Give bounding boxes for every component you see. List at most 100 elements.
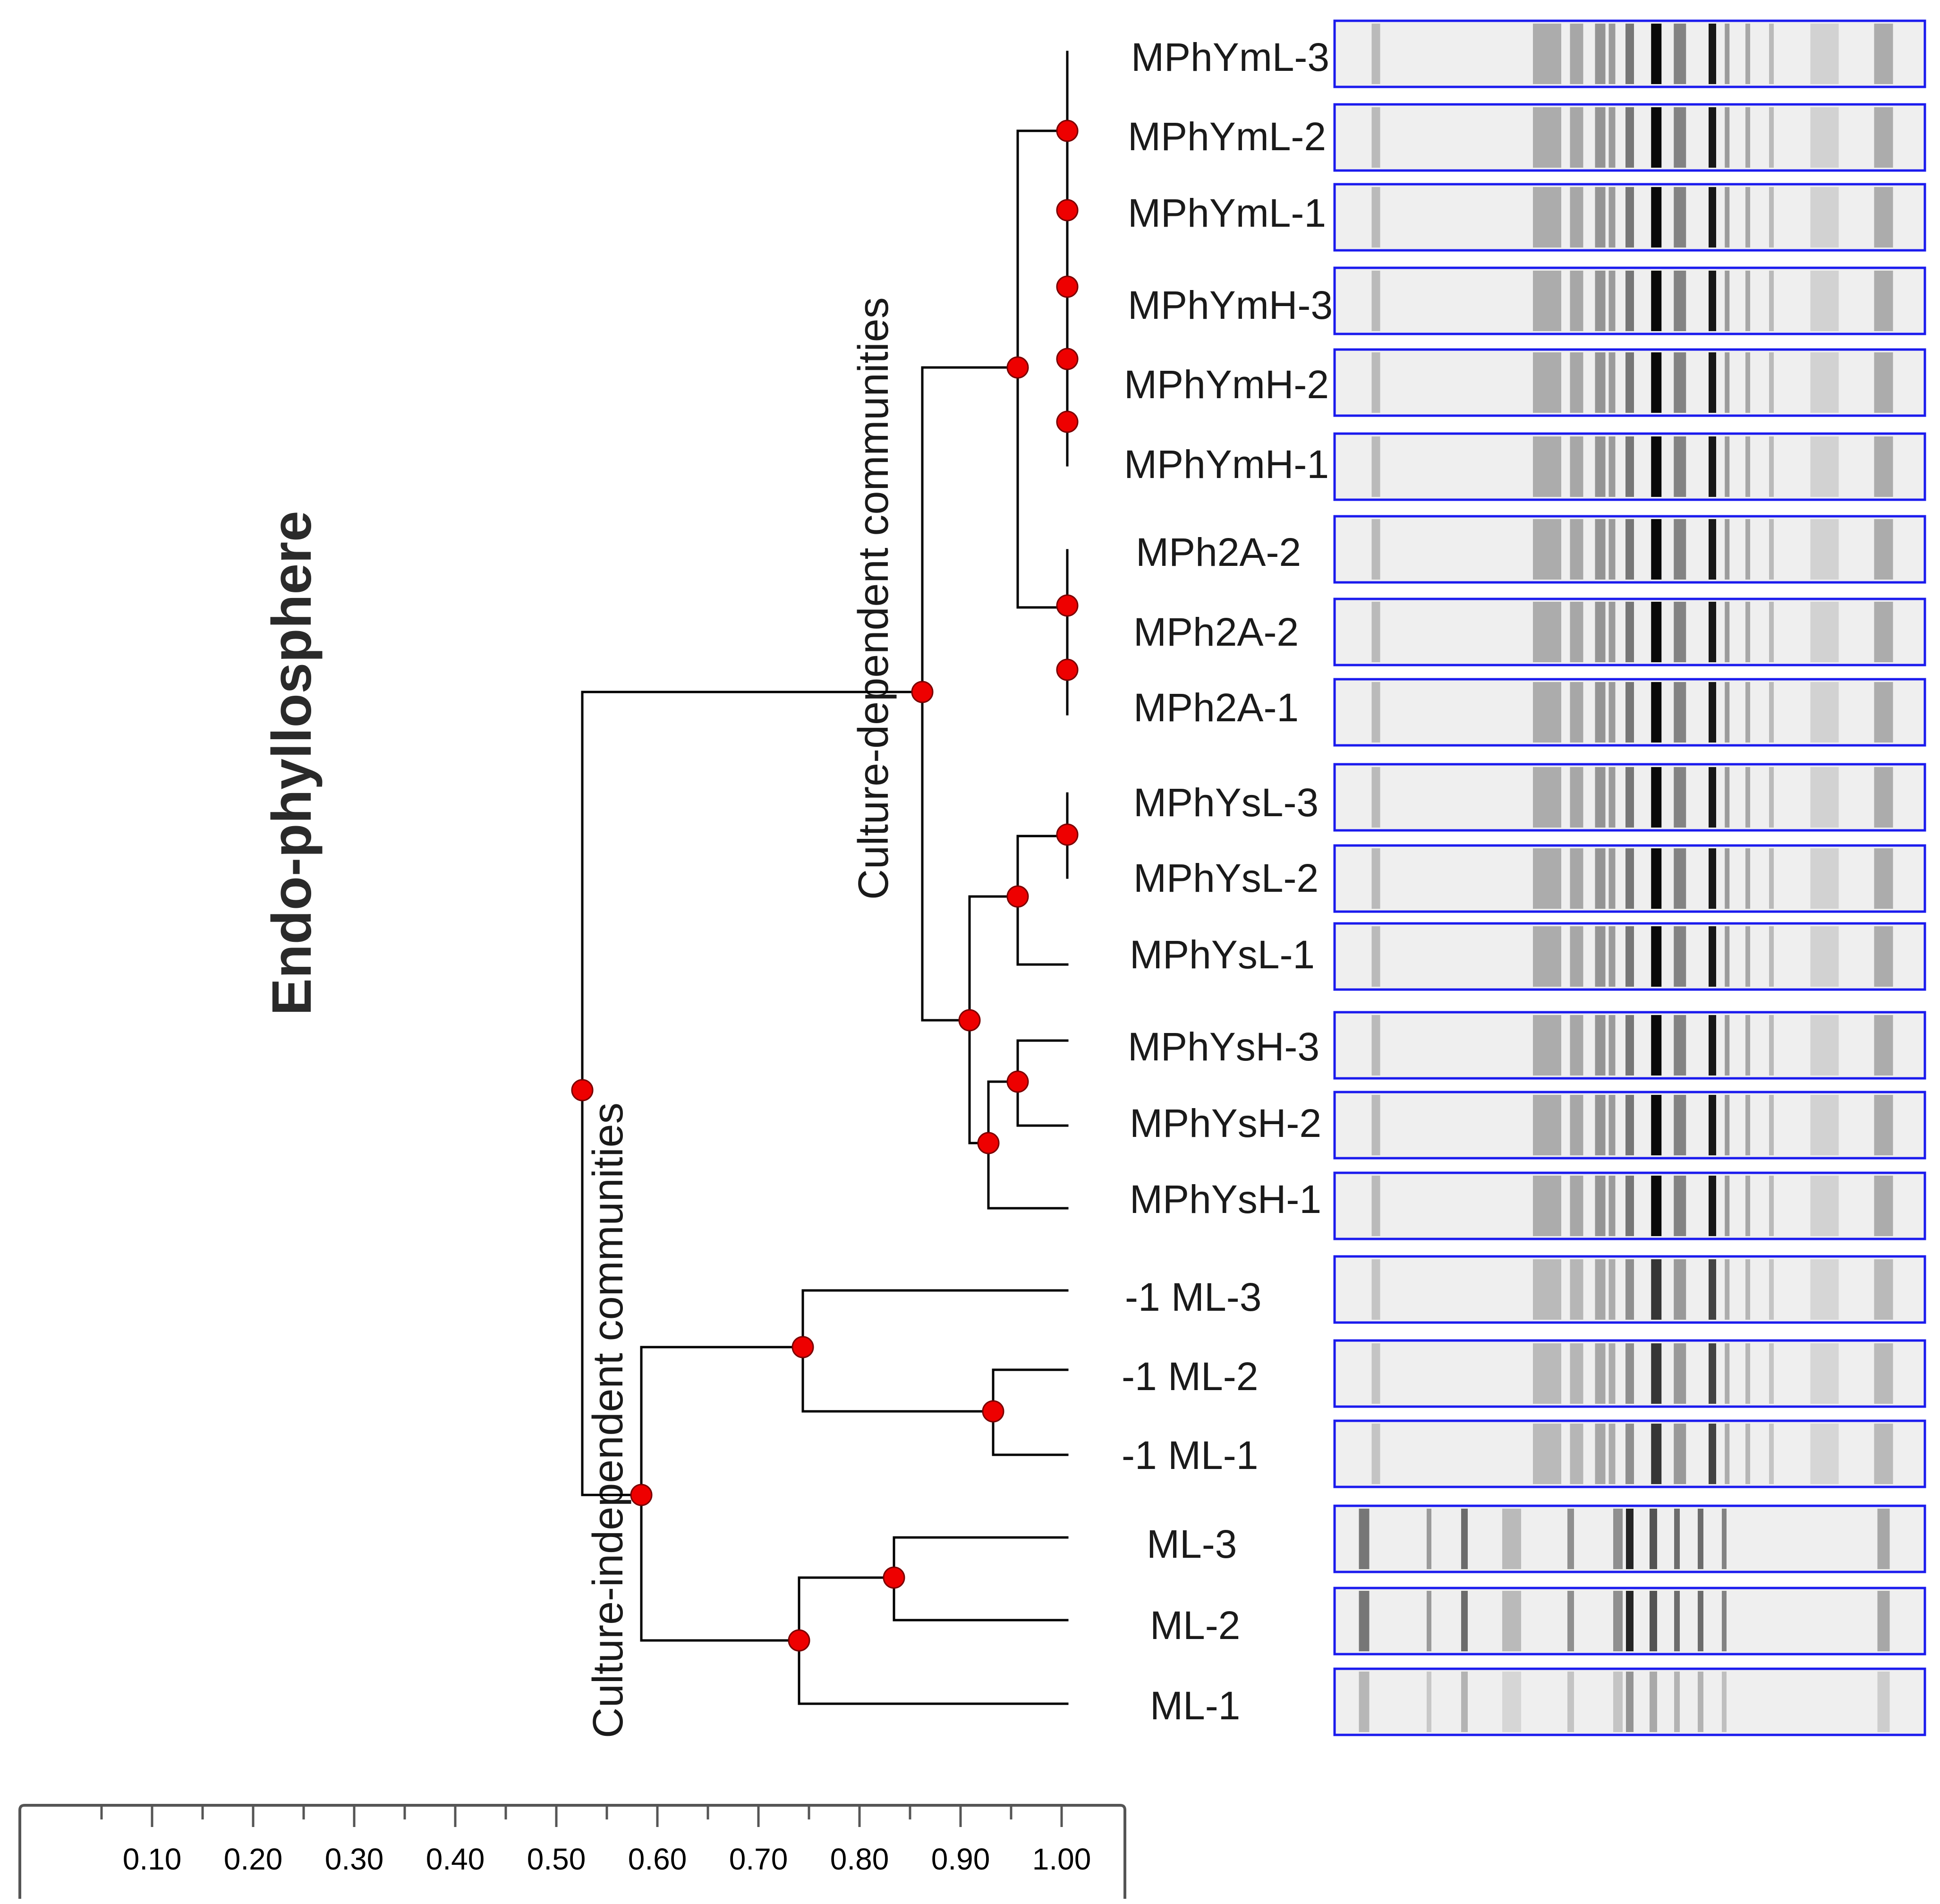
gel-band — [1651, 926, 1662, 987]
gel-band — [1461, 1672, 1468, 1732]
gel-lane — [1333, 1504, 1926, 1573]
gel-lane-frame — [1333, 678, 1926, 747]
gel-band — [1745, 352, 1750, 413]
gel-band — [1674, 926, 1686, 987]
node-marker — [791, 1336, 814, 1358]
gel-band — [1570, 271, 1583, 331]
gel-band — [1595, 682, 1606, 743]
gel-band — [1709, 1176, 1716, 1236]
gel-band — [1533, 24, 1561, 84]
gel-band — [1810, 1015, 1839, 1076]
gel-band — [1810, 519, 1839, 580]
sample-label: MPhYmH-3 — [1128, 283, 1333, 327]
gel-band — [1698, 1672, 1703, 1732]
gel-band — [1625, 682, 1634, 743]
gel-band — [1608, 1259, 1616, 1320]
gel-band — [1502, 1509, 1521, 1569]
gel-band — [1874, 1343, 1893, 1404]
gel-band — [1371, 1015, 1380, 1076]
gel-band — [1745, 187, 1750, 248]
gel-band — [1608, 1015, 1616, 1076]
gel-band — [1651, 1259, 1662, 1320]
gel-band — [1874, 519, 1893, 580]
gel-band — [1874, 107, 1893, 168]
gel-band — [1874, 24, 1893, 84]
node-marker — [1056, 120, 1079, 142]
gel-band — [1533, 436, 1561, 497]
gel-band — [1461, 1509, 1468, 1569]
gel-lane — [1333, 19, 1926, 88]
gel-band — [1570, 436, 1583, 497]
gel-band — [1570, 926, 1583, 987]
node-marker — [1056, 658, 1079, 681]
node-marker — [1056, 594, 1079, 617]
gel-lane-frame — [1333, 515, 1926, 584]
gel-band — [1651, 436, 1662, 497]
gel-band — [1874, 848, 1893, 909]
gel-band — [1608, 602, 1616, 662]
gel-band — [1570, 107, 1583, 168]
gel-band — [1810, 24, 1839, 84]
gel-band — [1608, 1095, 1616, 1155]
gel-lane — [1333, 183, 1926, 252]
gel-band — [1533, 1095, 1561, 1155]
gel-band — [1674, 767, 1686, 828]
gel-band — [1674, 1259, 1686, 1320]
gel-band — [1608, 519, 1616, 580]
gel-lane-frame — [1333, 266, 1926, 335]
gel-band — [1371, 519, 1380, 580]
gel-lane — [1333, 678, 1926, 747]
sample-label: MPh2A-1 — [1133, 685, 1299, 730]
gel-band — [1625, 187, 1634, 248]
gel-band — [1725, 24, 1730, 84]
gel-lane — [1333, 763, 1926, 832]
node-marker — [1056, 348, 1079, 370]
gel-lane — [1333, 1091, 1926, 1160]
gel-band — [1570, 352, 1583, 413]
scale-tick-label: 0.80 — [830, 1842, 889, 1876]
sample-label: MPh2A-2 — [1136, 530, 1301, 574]
gel-band — [1674, 1509, 1680, 1569]
gel-band — [1745, 1343, 1750, 1404]
gel-band — [1874, 602, 1893, 662]
gel-band — [1608, 1176, 1616, 1236]
gel-lane-frame — [1333, 103, 1926, 172]
gel-band — [1874, 1424, 1893, 1484]
gel-lane-frame — [1333, 1171, 1926, 1240]
sample-label: MPh2A-2 — [1133, 610, 1299, 654]
gel-lane-frame — [1333, 763, 1926, 832]
gel-lane — [1333, 844, 1926, 913]
sample-label: ML-2 — [1150, 1603, 1240, 1648]
gel-band — [1533, 682, 1561, 743]
gel-band — [1502, 1672, 1521, 1732]
gel-band — [1874, 926, 1893, 987]
gel-band — [1674, 1015, 1686, 1076]
gel-band — [1874, 682, 1893, 743]
gel-lanes — [1333, 19, 1926, 1736]
gel-band — [1613, 1509, 1623, 1569]
gel-band — [1810, 926, 1839, 987]
sample-label: -1 ML-1 — [1122, 1433, 1258, 1477]
gel-band — [1570, 1259, 1583, 1320]
gel-band — [1427, 1672, 1431, 1732]
gel-band — [1651, 519, 1662, 580]
gel-lane — [1333, 1171, 1926, 1240]
gel-band — [1595, 1343, 1606, 1404]
gel-band — [1570, 682, 1583, 743]
gel-band — [1725, 352, 1730, 413]
gel-band — [1570, 848, 1583, 909]
gel-band — [1725, 1095, 1730, 1155]
gel-band — [1570, 1424, 1583, 1484]
gel-band — [1608, 187, 1616, 248]
gel-band — [1595, 107, 1606, 168]
gel-band — [1810, 767, 1839, 828]
gel-band — [1709, 519, 1716, 580]
gel-band — [1874, 436, 1893, 497]
gel-band — [1810, 1424, 1839, 1484]
node-markers — [571, 120, 1079, 1652]
gel-band — [1745, 1095, 1750, 1155]
gel-band — [1874, 187, 1893, 248]
gel-band — [1570, 1015, 1583, 1076]
gel-lane-frame — [1333, 1504, 1926, 1573]
gel-band — [1359, 1591, 1370, 1651]
